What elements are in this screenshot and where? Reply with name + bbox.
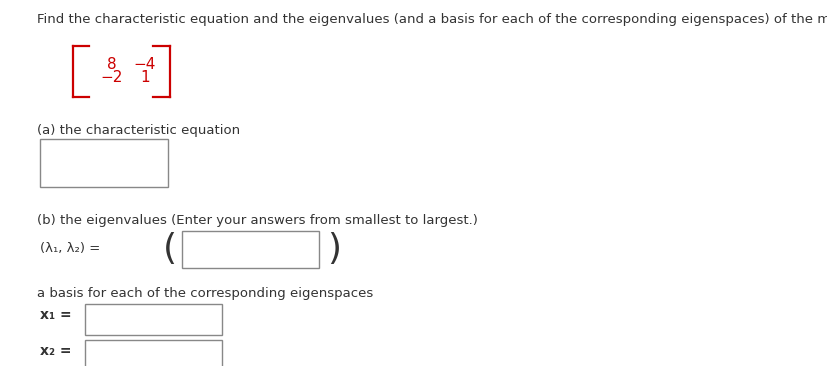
Text: −4: −4 <box>133 57 156 72</box>
Text: 8: 8 <box>107 57 117 72</box>
Text: (: ( <box>162 232 177 266</box>
Text: a basis for each of the corresponding eigenspaces: a basis for each of the corresponding ei… <box>37 287 373 300</box>
Text: 1: 1 <box>140 71 150 85</box>
Text: (a) the characteristic equation: (a) the characteristic equation <box>37 124 240 138</box>
FancyBboxPatch shape <box>85 304 222 335</box>
Text: x₂ =: x₂ = <box>40 344 71 358</box>
Text: ): ) <box>327 232 340 266</box>
Text: −2: −2 <box>100 71 123 85</box>
Text: (b) the eigenvalues (Enter your answers from smallest to largest.): (b) the eigenvalues (Enter your answers … <box>37 214 477 227</box>
FancyBboxPatch shape <box>182 231 318 268</box>
FancyBboxPatch shape <box>85 340 222 366</box>
FancyBboxPatch shape <box>40 139 168 187</box>
Text: x₁ =: x₁ = <box>40 308 71 322</box>
Text: Find the characteristic equation and the eigenvalues (and a basis for each of th: Find the characteristic equation and the… <box>37 13 827 26</box>
Text: (λ₁, λ₂) =: (λ₁, λ₂) = <box>40 242 100 255</box>
